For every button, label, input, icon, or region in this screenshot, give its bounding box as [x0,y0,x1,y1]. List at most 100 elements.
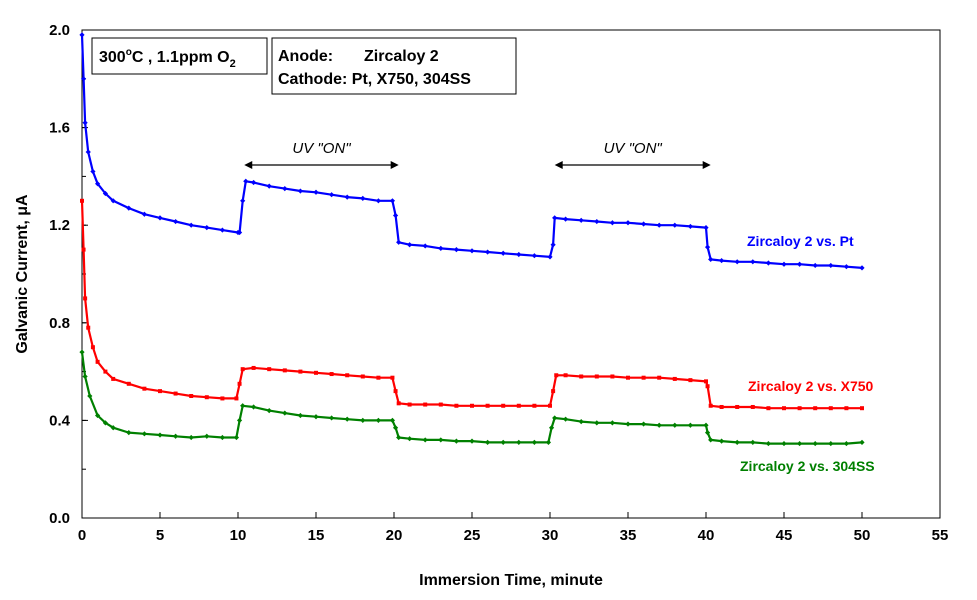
series-2-point-50 [704,430,711,436]
x-tick-label-10: 10 [230,527,247,544]
series-1-point-51 [704,379,708,384]
arrow-left-icon [244,161,253,169]
series-1-point-36 [501,403,506,408]
series-2-point-13 [233,434,240,441]
series-0-point-45 [594,218,600,225]
series-0-point-31 [407,242,413,248]
series-1-point-48 [657,375,662,380]
series-2-point-35 [516,439,522,445]
series-1 [80,198,864,411]
series-0-point-56 [734,259,740,265]
series-0-point-54 [708,256,714,262]
y-tick-label-0.4: 0.4 [49,412,71,429]
series-2-point-1 [82,373,88,380]
series-0-point-7 [110,198,116,204]
series-0-point-30 [396,239,402,245]
series-2-point-18 [282,410,288,416]
series-1-point-12 [189,394,194,398]
series-1-point-34 [470,403,474,408]
series-1-point-30 [407,402,412,407]
series-1-point-8 [126,381,131,386]
series-1-point-4 [90,345,95,350]
series-2-point-4 [102,420,108,426]
series-1-point-11 [173,391,178,396]
series-2-point-10 [188,434,194,441]
series-label-x750: Zircaloy 2 vs. X750 [748,378,874,394]
series-2-point-14 [236,417,243,423]
series-1-point-54 [719,404,724,409]
x-tick-label-30: 30 [542,527,559,544]
series-2-point-40 [563,416,569,422]
series-0-point-28 [389,198,396,204]
series-2-point-42 [594,420,600,426]
uv-on-annotation-1: UV "ON" [554,140,711,169]
series-2-point-58 [812,440,818,447]
series-2-point-15 [240,403,246,409]
series-1-point-15 [234,396,239,401]
series-0-point-34 [453,247,459,253]
series-0-point-61 [812,262,818,269]
series-0-point-19 [251,179,257,186]
arrow-left-icon [554,161,563,169]
y-axis-title: Galvanic Current, μA [14,194,31,354]
series-2-point-48 [687,422,693,428]
series-0-point-10 [157,215,163,221]
series-label-pt: Zircaloy 2 vs. Pt [747,233,854,249]
series-2-point-43 [609,420,615,426]
series-0-point-29 [392,212,399,219]
series-0-point-58 [765,260,771,266]
series-0-point-50 [672,222,678,228]
series-2-point-24 [375,417,381,423]
series-0-point-21 [282,186,288,192]
series-1-point-42 [563,373,568,378]
series-0-point-55 [719,257,725,264]
series-2-point-21 [329,415,335,421]
uv-on-label: UV "ON" [604,140,663,157]
series-0-point-26 [360,195,366,201]
series-0-point-49 [656,222,662,228]
series-0-point-11 [173,218,179,225]
series-2-point-22 [344,416,350,422]
series-2-point-44 [625,421,631,427]
series-2-point-12 [219,434,225,441]
series-2-point-36 [531,439,537,445]
series-0-point-39 [531,253,537,259]
series-2-point-11 [204,433,210,439]
series-0-point-63 [843,264,849,270]
series-0-point-43 [563,216,569,222]
series-2-point-45 [641,421,647,427]
series-1-point-7 [111,376,116,381]
conditions-text: 300oC , 1.1ppm O2 [99,47,236,70]
series-2-point-29 [422,437,428,443]
series-1-point-59 [797,406,802,411]
electrode-box: Anode: Zircaloy 2 Cathode: Pt, X750, 304… [271,37,517,95]
series-1-point-10 [158,389,162,394]
series-2-point-60 [843,440,849,447]
series-2-point-41 [578,419,584,425]
series-2-point-38 [548,425,555,431]
series-1-point-60 [813,406,818,411]
series-label-304ss: Zircaloy 2 vs. 304SS [740,458,875,474]
series-2-point-39 [552,415,558,421]
series-0-point-35 [469,248,475,254]
y-tick-label-1.6: 1.6 [49,120,70,137]
series-2-point-30 [438,437,444,443]
series-1-point-45 [610,374,615,379]
series-2-point-33 [485,439,491,445]
series-1-point-61 [828,406,833,411]
series-0-point-13 [204,225,210,231]
series-1-point-2 [83,296,88,301]
series-0-point-38 [516,251,522,258]
series-2-point-51 [708,437,714,443]
series-1-point-9 [142,386,147,391]
x-tick-label-55: 55 [932,527,949,544]
x-tick-label-45: 45 [776,527,793,544]
series-0-point-3 [85,149,91,155]
series-2-point-57 [797,440,803,447]
series-0-point-5 [95,181,101,187]
annotations: UV "ON" UV "ON" [244,140,711,169]
series-1-point-27 [390,375,395,380]
series-0-point-42 [552,215,558,221]
series-0 [79,32,865,271]
series-1-point-3 [86,325,91,330]
